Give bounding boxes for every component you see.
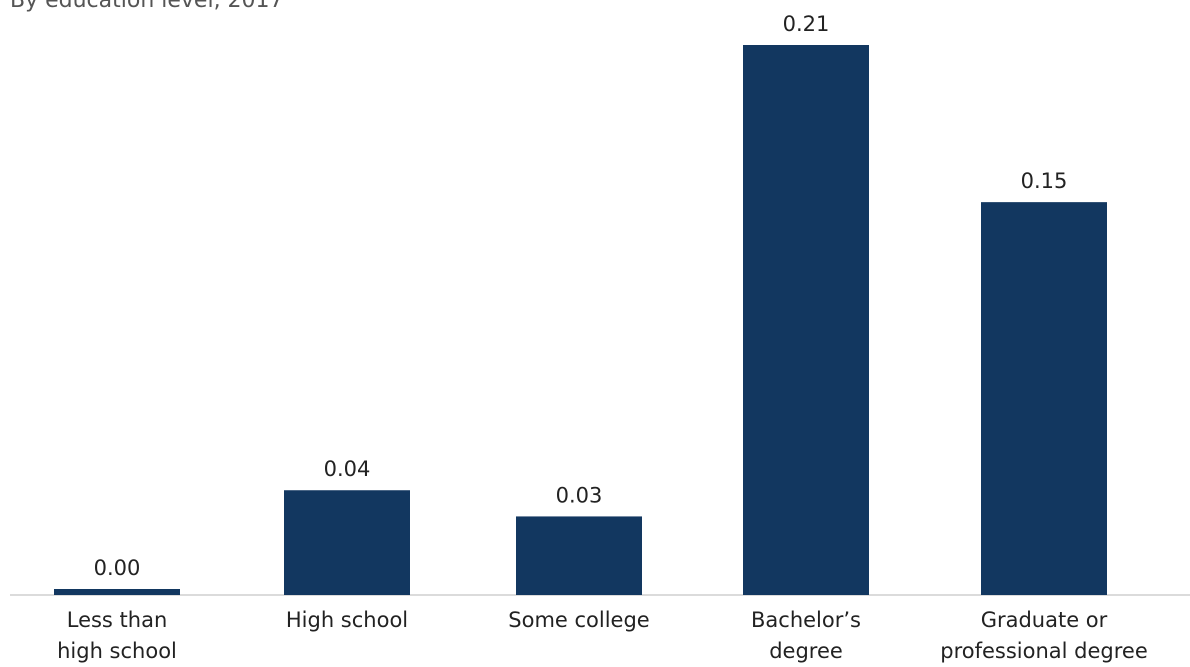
tick-label-3: Bachelor’s degree — [751, 608, 861, 663]
bar-1 — [284, 490, 410, 595]
bar-3 — [743, 45, 869, 595]
tick-label-0: Less than high school — [57, 608, 177, 663]
tick-label-1: High school — [286, 608, 408, 632]
value-label-0: 0.00 — [94, 556, 141, 580]
tick-label-4: Graduate or professional degree — [940, 608, 1148, 663]
bar-0 — [54, 589, 180, 595]
chart-subtitle: By education level, 2017 — [10, 0, 284, 13]
tick-label-2: Some college — [508, 608, 649, 632]
value-label-3: 0.21 — [783, 12, 830, 36]
bar-4 — [981, 202, 1107, 595]
bar-2 — [516, 516, 642, 595]
value-label-4: 0.15 — [1021, 169, 1068, 193]
value-label-2: 0.03 — [556, 483, 603, 507]
value-label-1: 0.04 — [324, 457, 371, 481]
